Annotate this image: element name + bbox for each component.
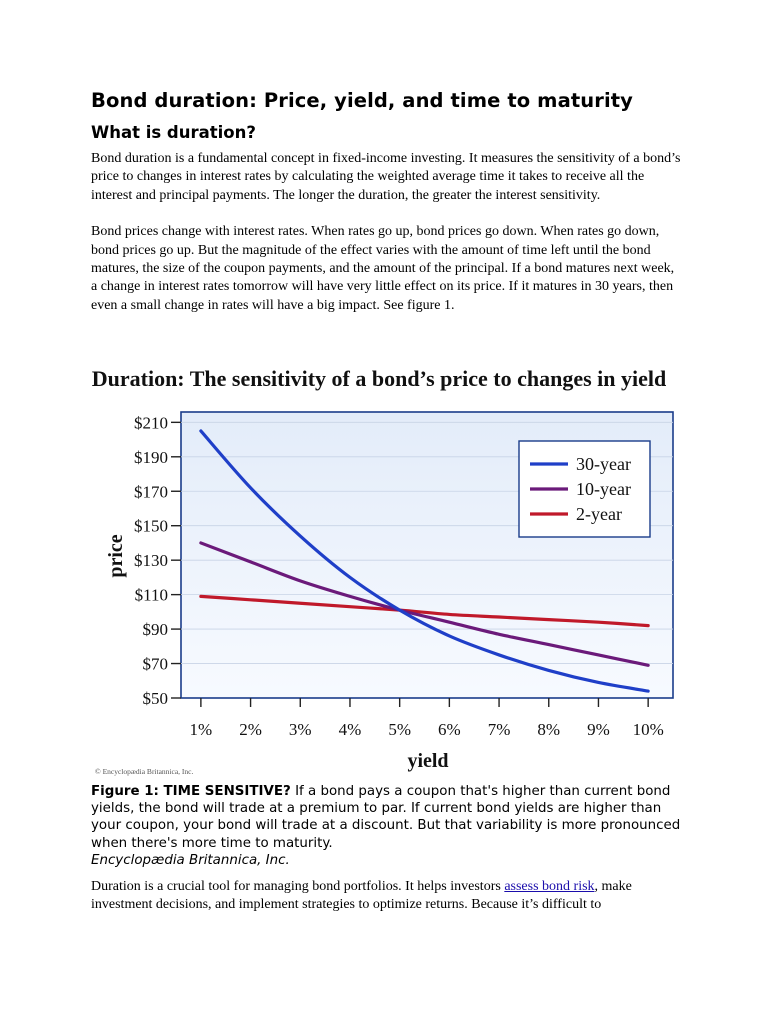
x-axis-label: yield: [407, 750, 448, 772]
closing-text-before: Duration is a crucial tool for managing …: [91, 879, 505, 894]
y-tick-label: $170: [134, 482, 168, 501]
closing-paragraph: Duration is a crucial tool for managing …: [91, 878, 681, 915]
y-tick-label: $130: [134, 551, 168, 570]
caption-text: If a bond pays a coupon that's higher th…: [91, 784, 681, 851]
x-tick-label: 2%: [239, 720, 262, 739]
closing-text-after: , make investment decisions, and impleme…: [91, 879, 632, 913]
series-line-30-year: [199, 429, 650, 693]
y-tick-label: $70: [143, 655, 169, 674]
x-tick-label: 6%: [438, 720, 461, 739]
y-tick-label: $110: [135, 586, 168, 605]
y-tick-label: $210: [134, 413, 168, 432]
series-line-10-year: [199, 541, 650, 667]
legend-label-2-year: 2-year: [576, 504, 622, 524]
series-lines: [199, 429, 650, 693]
paragraph-2: Bond prices change with interest rates. …: [91, 224, 675, 313]
chart-title: Duration: The sensitivity of a bond’s pr…: [92, 366, 666, 391]
legend-label-30-year: 30-year: [576, 454, 631, 474]
assess-bond-risk-link[interactable]: assess bond risk: [504, 879, 595, 894]
page-title: Bond duration: Price, yield, and time to…: [91, 89, 633, 112]
y-axis-label: price: [105, 534, 127, 577]
caption-label: Figure 1: TIME SENSITIVE?: [91, 784, 291, 799]
legend-label-10-year: 10-year: [576, 479, 631, 499]
legend: 30-year 10-year 2-year: [518, 440, 651, 538]
x-tick-label: 8%: [537, 720, 560, 739]
x-tick-label: 10%: [633, 720, 664, 739]
duration-chart: Duration: The sensitivity of a bond’s pr…: [92, 366, 674, 776]
figure-caption: Figure 1: TIME SENSITIVE? If a bond pays…: [91, 783, 681, 869]
x-tick-label: 7%: [488, 720, 511, 739]
series-line-2-year: [199, 594, 650, 628]
article: Bond duration: Price, yield, and time to…: [91, 88, 681, 315]
x-tick-label: 3%: [289, 720, 312, 739]
x-axis: 1% 2% 3% 4% 5% 6% 7% 8% 9% 10%: [190, 698, 664, 739]
section-heading: What is duration?: [91, 123, 256, 142]
figure-1: Duration: The sensitivity of a bond’s pr…: [91, 358, 681, 778]
y-tick-label: $90: [143, 620, 169, 639]
y-tick-label: $150: [134, 517, 168, 536]
y-tick-label: $50: [143, 689, 169, 708]
y-axis: $50 $70 $90 $110 $130 $150 $170 $190 $210: [134, 413, 181, 708]
x-tick-label: 1%: [190, 720, 213, 739]
y-tick-label: $190: [134, 448, 168, 467]
paragraph-1: Bond duration is a fundamental concept i…: [91, 151, 681, 203]
x-tick-label: 9%: [587, 720, 610, 739]
caption-credit: Encyclopædia Britannica, Inc.: [91, 852, 290, 868]
copyright-note: © Encyclopædia Britannica, Inc.: [95, 767, 194, 776]
x-tick-label: 5%: [388, 720, 411, 739]
x-tick-label: 4%: [339, 720, 362, 739]
